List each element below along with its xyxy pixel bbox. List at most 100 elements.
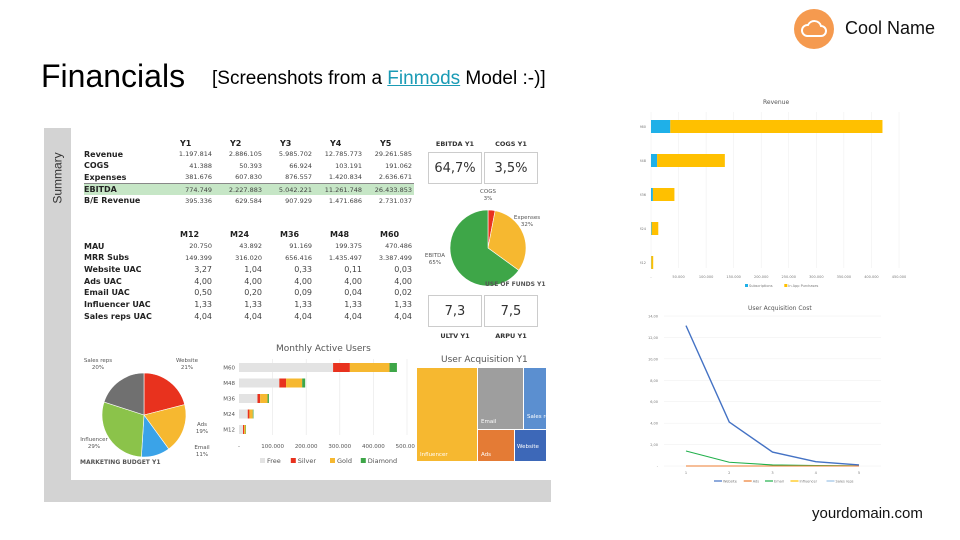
pie-label-name: Expenses [514,215,540,221]
row-label: B/E Revenue [84,196,141,206]
cell-value: 0,04 [344,288,362,298]
x-tick-label: 2 [728,471,730,475]
cell-value: 4,04 [244,311,262,321]
table-row: Ads UAC 4,00 4,00 4,00 4,00 4,00 [84,275,414,287]
legend-label: Sales reps [836,480,854,484]
x-tick-label: 150.000 [726,275,740,279]
cell-value: 395.336 [185,196,212,205]
pie-label-value: 21% [181,365,193,371]
cell-value: 1.420.834 [328,173,362,182]
pie-slice-website [143,372,186,416]
bar-subscriptions-M48 [651,154,658,167]
treemap-label: Website [517,444,540,450]
kpi-value-arpu: 7,5 [484,295,538,327]
y-tick-label: M48 [640,159,646,163]
pie-label-value: 32% [521,222,533,228]
col-header: M24 [230,229,250,239]
cell-value: 149.399 [185,253,212,262]
cell-value: 43.892 [239,242,262,250]
legend-swatch [360,458,366,463]
table-row: Influencer UAC 1,33 1,33 1,33 1,33 1,33 [84,299,414,311]
cell-value: 11.261.748 [324,185,362,194]
treemap-cell-influencer [417,368,477,461]
x-tick-label: 500.000 [396,444,415,450]
x-tick-label: 1 [685,471,687,475]
treemap-label: Influencer [420,452,448,458]
revenue-chart-title: Revenue [763,99,790,106]
cell-value: 2.636.671 [378,173,412,182]
bar-gold-M24 [249,409,253,419]
y-tick-label: 2,00 [650,443,658,447]
cell-value: 2.227.883 [228,185,262,194]
cell-value: 191.062 [385,161,412,170]
x-tick-label: 100.000 [261,444,284,450]
x-tick-label: 250.000 [782,275,796,279]
x-tick-label: 100.000 [699,275,713,279]
bar-gold-M60 [349,363,390,372]
row-label: Ads UAC [84,276,122,286]
page-title: Financials [41,58,186,94]
table-row: Email UAC 0,50 0,20 0,09 0,04 0,02 [84,287,414,299]
col-header: M12 [180,229,200,239]
legend-swatch [260,458,265,463]
cell-value: 4,04 [394,311,412,321]
dashboard-frame-left [44,128,71,502]
pie-label-name: Website [176,358,199,364]
cell-value: 4,04 [294,311,312,321]
table-row: B/E Revenue 395.336 629.584 907.929 1.471.68… [84,195,414,207]
finmods-link[interactable]: Finmods [387,68,461,89]
bar-free-M24 [239,409,248,419]
x-tick-label: 5 [858,471,860,475]
x-tick-label: 400.000 [362,444,385,450]
cell-value: 50.393 [239,161,262,170]
cell-value: 0,09 [294,288,312,298]
bar-gold-M36 [260,394,268,403]
bar-diamond-M48 [302,378,306,388]
legend-label: Gold [337,457,352,465]
cell-value: 4,00 [194,276,212,286]
pie-slice-ebitda [449,209,520,287]
x-tick-label: 300.000 [328,444,351,450]
legend-label: Influencer [800,480,818,484]
bar-free-M36 [239,394,258,403]
y-tick-label: M48 [223,381,235,387]
cell-value: 2.886.105 [228,150,262,158]
legend-label: Ads [753,480,760,484]
cell-value: 4,00 [294,276,312,286]
cell-value: 0,03 [394,264,412,274]
uac-chart-title: User Acquisition Cost [748,305,812,312]
row-label: Website UAC [84,264,142,274]
cell-value: 41.388 [189,161,212,170]
row-label: Expenses [84,172,127,182]
treemap-cell-website [515,430,546,461]
x-tick-label: - [238,444,240,450]
y-tick-label: 14,00 [648,315,658,319]
y-tick-label: 12,00 [648,336,658,340]
row-label: Sales reps UAC [84,311,152,321]
yearly-header-row: Y1 Y2 Y3 Y4 Y5 [84,137,414,149]
pie-label-value: 20% [92,365,104,371]
cloud-icon [801,20,827,37]
cell-value: 774.749 [185,185,212,194]
x-tick-label: 4 [815,471,818,475]
bar-subscriptions-M36 [651,188,653,201]
y-tick-label: M12 [640,261,646,265]
kpi-label-arpu: ARPU Y1 [495,332,527,340]
col-header: M48 [330,229,350,239]
cell-value: 1,33 [244,300,262,309]
cell-value: 103.191 [335,161,362,170]
y-tick-label: 10,00 [648,357,658,361]
y-tick-label: M24 [223,412,235,418]
bar-in-app-purchases-M60 [670,120,883,133]
use-of-funds-title: USE OF FUNDS Y1 [485,281,546,288]
cell-value: 381.676 [185,173,212,182]
row-label: MAU [84,241,105,251]
legend-label: Email [774,480,784,484]
y-tick-label: M36 [640,193,646,197]
cell-value: 0,02 [394,288,412,298]
bar-free-M12 [239,425,244,434]
cell-value: 0,50 [194,288,212,298]
cell-value: 1,33 [344,300,362,309]
cell-value: 1.435.497 [328,253,362,262]
